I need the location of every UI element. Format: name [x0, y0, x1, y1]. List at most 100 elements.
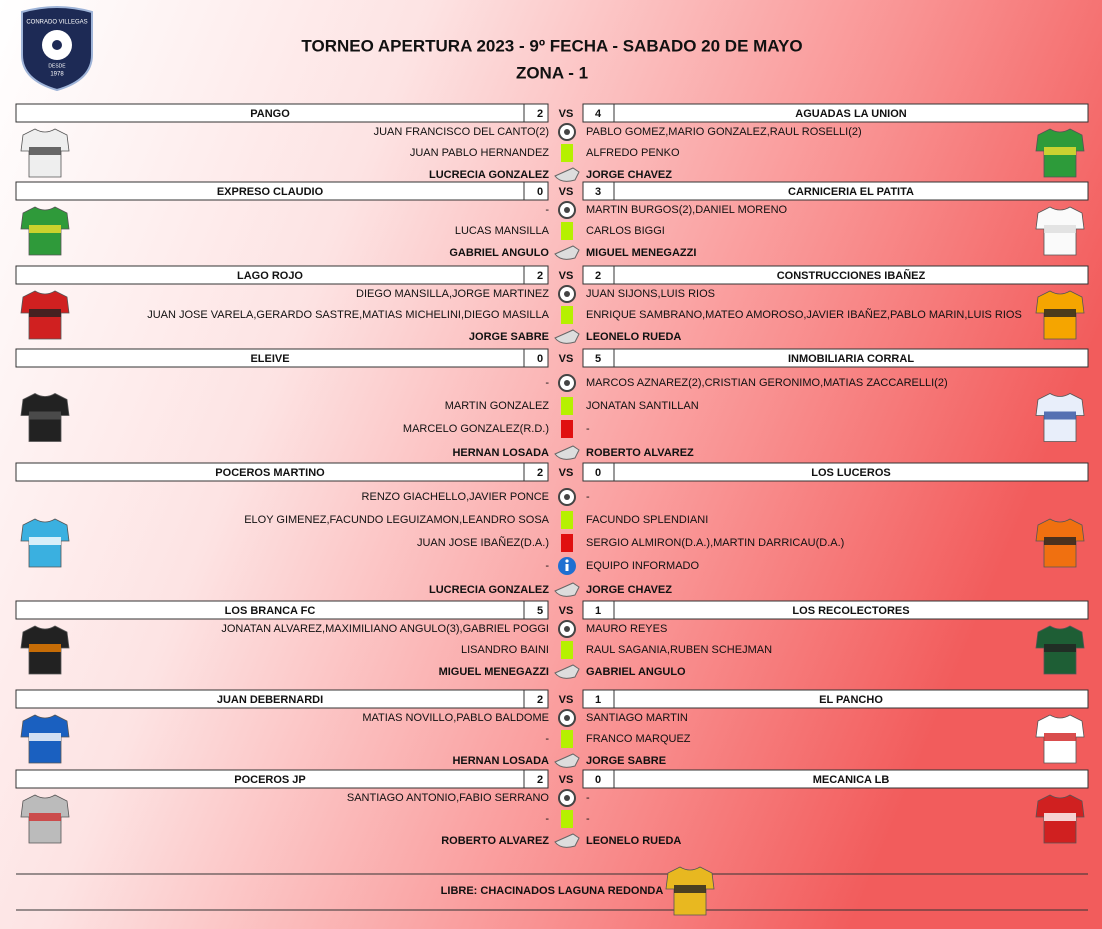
home-detail: JUAN JOSE IBAÑEZ(D.A.) — [417, 536, 549, 549]
home-detail: - — [545, 204, 549, 216]
away-detail: - — [586, 491, 590, 503]
away-box — [613, 600, 1089, 620]
home-team: LOS BRANCA FC — [225, 605, 316, 617]
home-score-box — [523, 265, 549, 285]
home-detail: - — [545, 377, 549, 389]
logo-name: CONRADO VILLEGAS — [26, 20, 87, 26]
home-referee: HERNAN LOSADA — [452, 447, 549, 459]
home-referee: LUCRECIA GONZALEZ — [429, 169, 549, 181]
home-team: ELEIVE — [250, 353, 289, 365]
vs-label: VS — [559, 108, 574, 120]
home-score-box — [523, 769, 549, 789]
home-detail: ELOY GIMENEZ,FACUNDO LEGUIZAMON,LEANDRO … — [244, 514, 549, 526]
home-score: 0 — [537, 186, 543, 198]
jersey-stripe — [29, 813, 61, 821]
yellow-card-icon — [561, 306, 573, 324]
ball-icon-patch — [564, 207, 570, 213]
whistle-icon — [554, 664, 580, 679]
subtitle: ZONA - 1 — [516, 63, 588, 82]
team-jersey — [20, 393, 70, 442]
home-referee: ROBERTO ALVAREZ — [441, 835, 549, 847]
away-detail: MARTIN BURGOS(2),DANIEL MORENO — [586, 204, 788, 216]
team-jersey — [20, 518, 70, 568]
home-detail: MARTIN GONZALEZ — [445, 400, 550, 412]
vs-label: VS — [559, 694, 574, 706]
home-detail: RENZO GIACHELLO,JAVIER PONCE — [362, 491, 549, 503]
home-detail: JUAN JOSE VARELA,GERARDO SASTRE,MATIAS M… — [147, 309, 549, 321]
home-score-box — [523, 600, 549, 620]
home-team: LAGO ROJO — [237, 270, 303, 282]
jersey-stripe — [1044, 644, 1076, 652]
away-referee: JORGE CHAVEZ — [586, 584, 672, 596]
team-jersey — [1035, 393, 1085, 442]
match: ELEIVE 0 VS 5 INMOBILIARIA CORRAL - MARCOS AZN… — [15, 348, 1089, 460]
away-referee: JORGE CHAVEZ — [586, 169, 672, 181]
team-jersey — [1035, 128, 1085, 178]
ball-icon-patch — [564, 129, 570, 135]
yellow-card-icon — [561, 511, 573, 529]
team-jersey — [1035, 206, 1085, 256]
away-team: AGUADAS LA UNION — [795, 108, 906, 120]
vs-label: VS — [559, 353, 574, 365]
home-team: EXPRESO CLAUDIO — [217, 186, 324, 198]
away-referee: GABRIEL ANGULO — [586, 666, 686, 678]
home-score: 2 — [537, 774, 543, 786]
home-team: POCEROS JP — [234, 774, 306, 786]
away-score: 1 — [595, 605, 601, 617]
home-detail: - — [545, 560, 549, 572]
team-jersey — [1035, 518, 1085, 568]
away-referee: LEONELO RUEDA — [586, 835, 681, 847]
home-score-box — [523, 181, 549, 201]
team-jersey — [20, 625, 70, 675]
team-jersey — [1035, 714, 1085, 764]
whistle-icon — [554, 245, 580, 260]
home-score: 2 — [537, 467, 543, 479]
logo: CONRADO VILLEGAS DESDE 1978 — [21, 6, 93, 92]
home-detail: LISANDRO BAINI — [461, 644, 549, 656]
red-card-icon — [561, 534, 573, 552]
away-detail: ENRIQUE SAMBRANO,MATEO AMOROSO,JAVIER IB… — [586, 308, 1022, 321]
home-referee: HERNAN LOSADA — [452, 755, 549, 767]
yellow-card-icon — [561, 222, 573, 240]
vs-label: VS — [559, 270, 574, 282]
away-score: 0 — [595, 467, 601, 479]
home-score-box — [523, 689, 549, 709]
whistle-icon — [554, 833, 580, 848]
yellow-card-icon — [561, 397, 573, 415]
home-referee: JORGE SABRE — [469, 331, 549, 343]
bye-team: LIBRE: CHACINADOS LAGUNA REDONDA — [441, 885, 664, 897]
home-score: 5 — [537, 605, 543, 617]
away-detail: RAUL SAGANIA,RUBEN SCHEJMAN — [586, 644, 772, 656]
jersey-stripe — [29, 644, 61, 652]
jersey-stripe — [1044, 813, 1076, 821]
away-team: LOS RECOLECTORES — [792, 605, 909, 617]
ball-icon-patch — [564, 795, 570, 801]
team-jersey — [20, 794, 70, 844]
match: LOS BRANCA FC 5 VS 1 LOS RECOLECTORES JONATAN… — [15, 600, 1089, 679]
home-referee: LUCRECIA GONZALEZ — [429, 584, 549, 596]
jersey-stripe — [29, 309, 61, 317]
jersey-stripe — [29, 537, 61, 545]
home-score: 2 — [537, 108, 543, 120]
away-detail: SERGIO ALMIRON(D.A.),MARTIN DARRICAU(D.A… — [586, 537, 844, 549]
away-detail: - — [586, 792, 590, 804]
away-score: 2 — [595, 270, 601, 282]
home-detail: - — [545, 813, 549, 825]
matches: PANGO 2 VS 4 AGUADAS LA UNION JUAN FRANCISCO … — [15, 103, 1089, 848]
away-box — [613, 265, 1089, 285]
whistle-icon — [554, 445, 580, 460]
home-referee: MIGUEL MENEGAZZI — [439, 666, 549, 678]
home-detail: JUAN PABLO HERNANDEZ — [410, 147, 549, 159]
home-detail: SANTIAGO ANTONIO,FABIO SERRANO — [347, 792, 550, 804]
away-detail: CARLOS BIGGI — [586, 225, 665, 237]
team-jersey — [1035, 290, 1085, 340]
home-team: PANGO — [250, 108, 290, 120]
away-detail: FRANCO MARQUEZ — [586, 733, 691, 745]
home-detail: MARCELO GONZALEZ(R.D.) — [403, 423, 549, 435]
away-detail: - — [586, 813, 590, 825]
away-detail: EQUIPO INFORMADO — [586, 560, 700, 572]
home-score-box — [523, 348, 549, 368]
team-jersey — [1035, 625, 1085, 675]
